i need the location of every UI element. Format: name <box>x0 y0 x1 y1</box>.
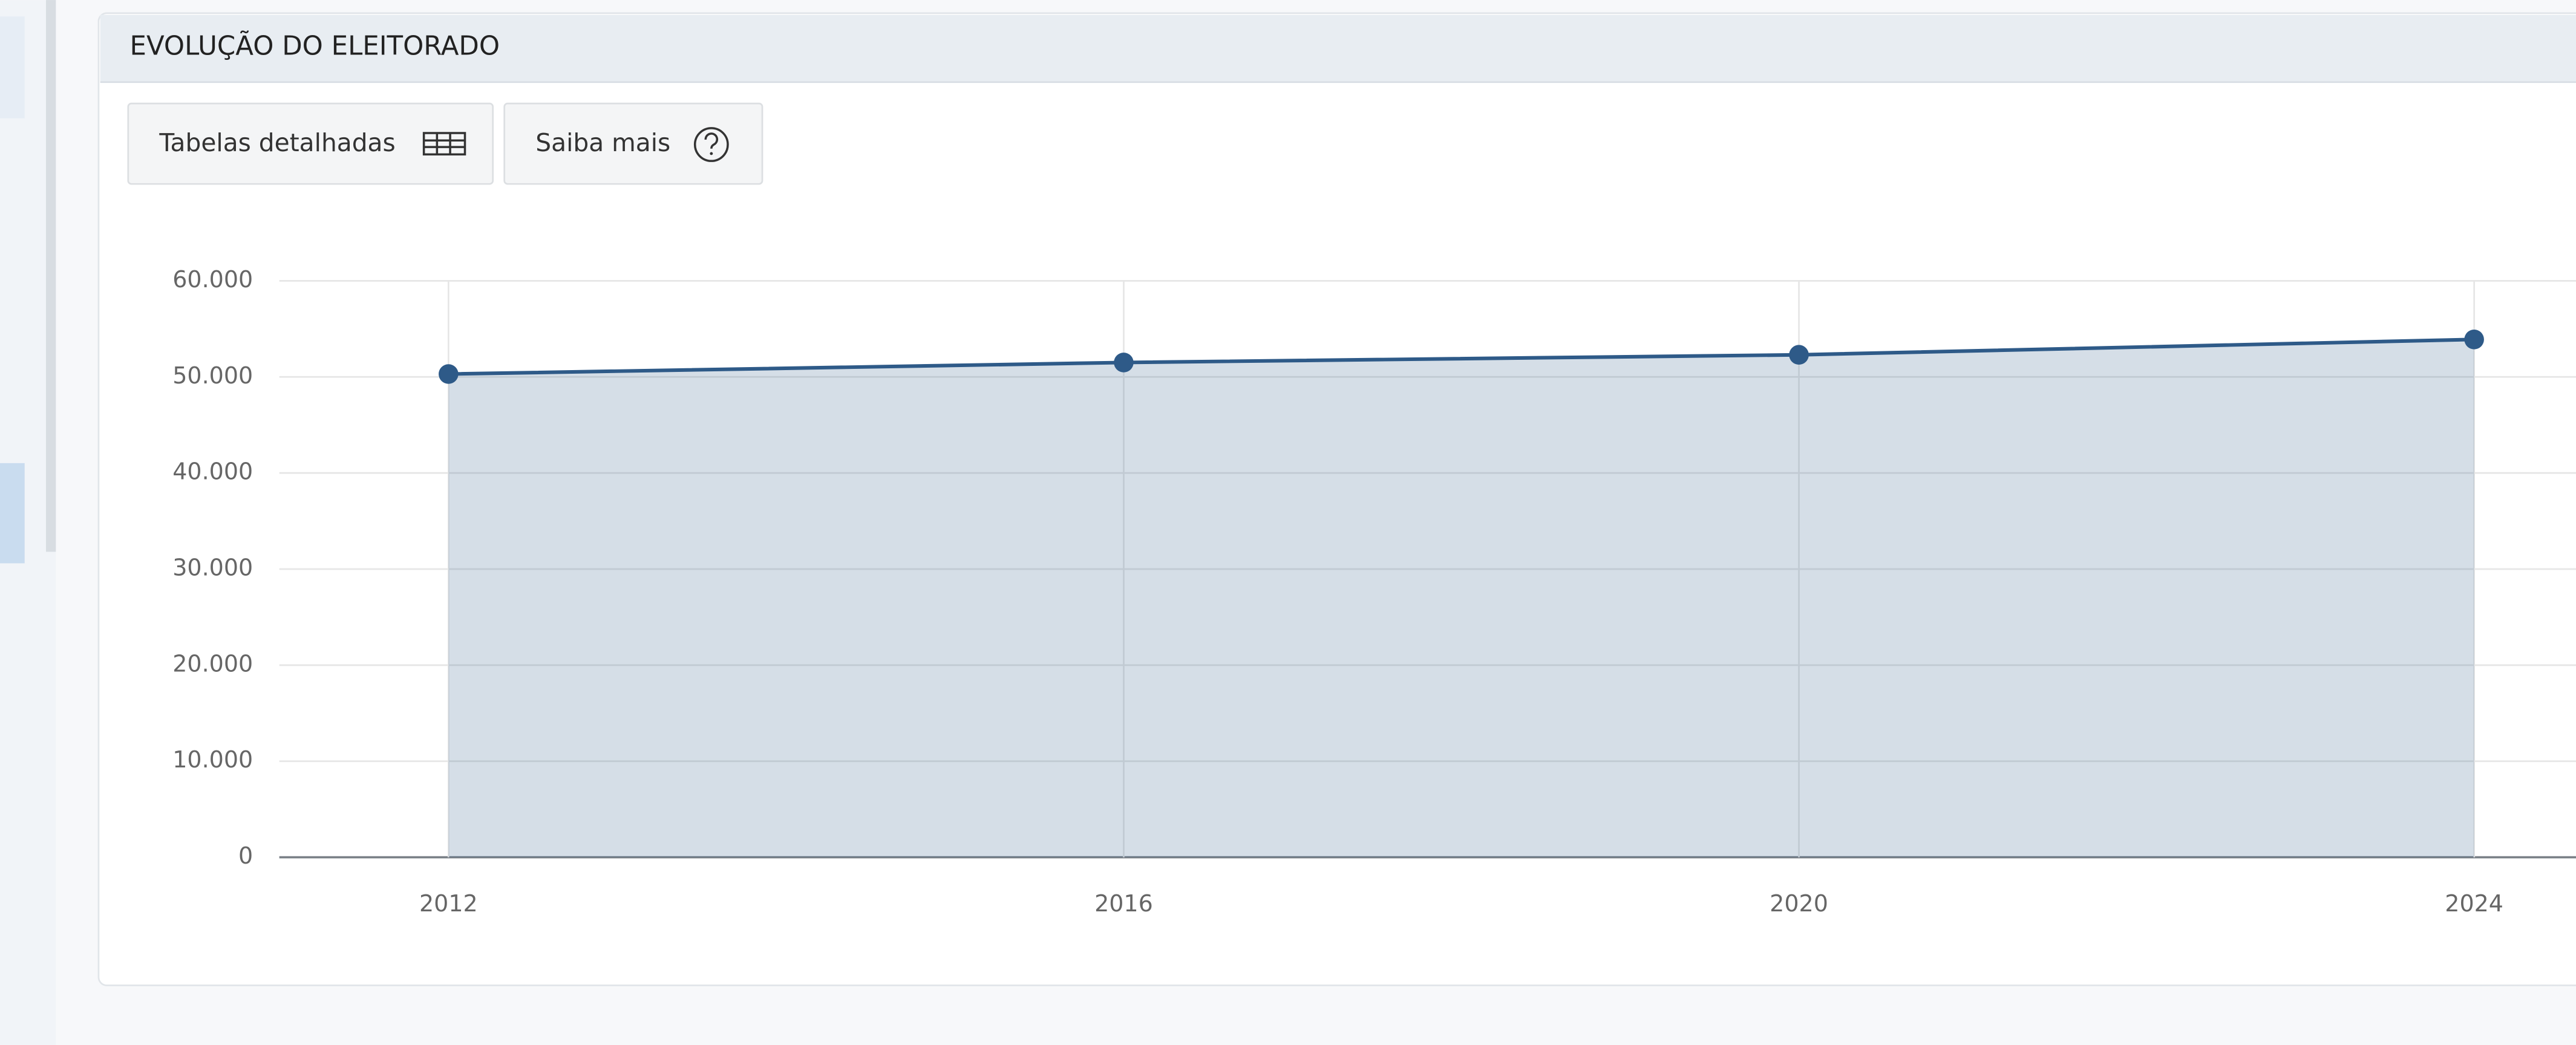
x-tick-label: 2016 <box>1094 890 1153 917</box>
help-icon-dot <box>710 152 713 155</box>
button[interactable]: Saiba mais <box>503 102 763 185</box>
line <box>448 337 2474 376</box>
x-tick-label: 2024 <box>2445 890 2503 917</box>
sidebar-item[interactable] <box>0 16 25 119</box>
point <box>439 364 459 384</box>
help-icon-mark <box>704 132 719 149</box>
button-frame[interactable] <box>127 102 494 185</box>
area <box>448 339 2474 858</box>
y-tick-label: 50.000 <box>172 362 253 389</box>
button-label[interactable]: Tabelas detalhadas <box>159 128 395 157</box>
card-header <box>100 15 2576 82</box>
y-tick-label: 30.000 <box>172 554 253 581</box>
point <box>1789 345 1809 365</box>
point <box>2464 330 2484 350</box>
button[interactable]: Tabelas detalhadas <box>127 102 494 185</box>
y-tick-label: 0 <box>238 842 253 869</box>
table-icon <box>422 132 466 156</box>
y-tick-label: 20.000 <box>172 650 253 677</box>
scrollbar[interactable] <box>46 0 56 552</box>
button-frame[interactable] <box>503 102 763 185</box>
x-tick-label: 2020 <box>1770 890 1828 917</box>
sidebar-item-active[interactable] <box>0 463 25 564</box>
point <box>1114 353 1134 373</box>
y-tick-label: 10.000 <box>172 746 253 773</box>
help-icon <box>693 127 729 162</box>
button-label[interactable]: Saiba mais <box>535 128 670 157</box>
card-title: EVOLUÇÃO DO ELEITORADO <box>130 30 500 61</box>
card <box>97 12 2576 986</box>
y-tick-label: 60.000 <box>172 266 253 293</box>
x-tick-label: 2012 <box>419 890 478 917</box>
y-tick-label: 40.000 <box>172 458 253 485</box>
